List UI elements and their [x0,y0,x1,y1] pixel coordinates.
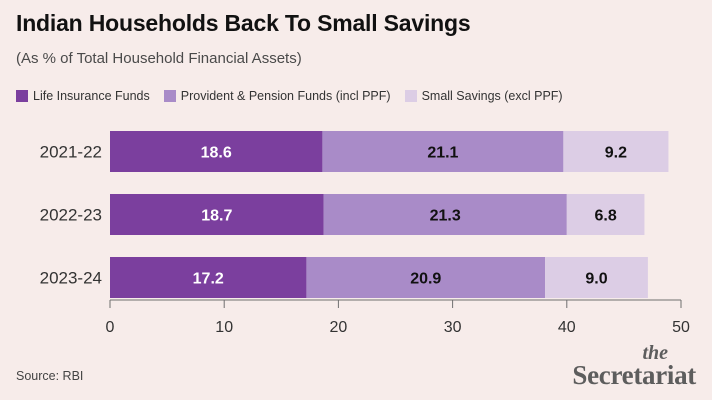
bar-segment-202324-s1 [306,257,546,298]
category-label-202223: 2022-23 [40,206,102,225]
bar-segment-202223-s0 [110,194,324,235]
legend-item-life-insurance: Life Insurance Funds [16,89,150,103]
legend-label-life-insurance: Life Insurance Funds [33,89,150,103]
legend: Life Insurance Funds Provident & Pension… [16,89,577,103]
x-tick-label-50: 50 [672,319,690,336]
x-tick-label-20: 20 [330,319,348,336]
bar-segment-202122-s2 [563,131,669,172]
bar-segment-202122-s0 [110,131,323,172]
category-label-202122: 2021-22 [40,143,102,162]
x-tick-label-10: 10 [215,319,233,336]
legend-label-small-savings: Small Savings (excl PPF) [421,89,563,103]
data-label-202324-s1: 20.9 [410,271,441,288]
data-label-202122-s1: 21.1 [427,145,458,162]
legend-swatch-small-savings [404,90,417,102]
bar-segment-202324-s2 [545,257,648,298]
logo-name-text: Secretariat [572,360,696,390]
data-label-202122-s0: 18.6 [201,145,232,162]
x-tick-label-30: 30 [444,319,462,336]
secretariat-logo: the Secretariat [536,342,696,390]
legend-swatch-provident-pension [163,90,176,102]
legend-item-small-savings: Small Savings (excl PPF) [404,89,563,103]
source-note: Source: RBI [16,369,84,383]
data-label-202324-s0: 17.2 [193,271,224,288]
bar-segment-202324-s0 [110,257,307,298]
bar-segment-202223-s1 [323,194,567,235]
legend-swatch-life-insurance [16,90,28,102]
chart-subtitle: (As % of Total Household Financial Asset… [16,50,302,67]
data-label-202324-s2: 9.0 [585,271,607,288]
data-label-202223-s2: 6.8 [595,208,617,225]
data-label-202122-s2: 9.2 [605,145,627,162]
category-label-202324: 2023-24 [40,269,102,288]
chart-title: Indian Households Back To Small Savings [16,10,471,36]
x-tick-label-0: 0 [106,319,115,336]
logo-the-text: the [642,342,668,364]
x-tick-label-40: 40 [558,319,576,336]
data-label-202223-s1: 21.3 [430,208,461,225]
bar-segment-202223-s2 [566,194,645,235]
legend-item-provident-pension: Provident & Pension Funds (incl PPF) [163,89,391,103]
bar-segment-202122-s1 [322,131,564,172]
legend-label-provident-pension: Provident & Pension Funds (incl PPF) [180,89,391,103]
data-label-202223-s0: 18.7 [201,208,232,225]
